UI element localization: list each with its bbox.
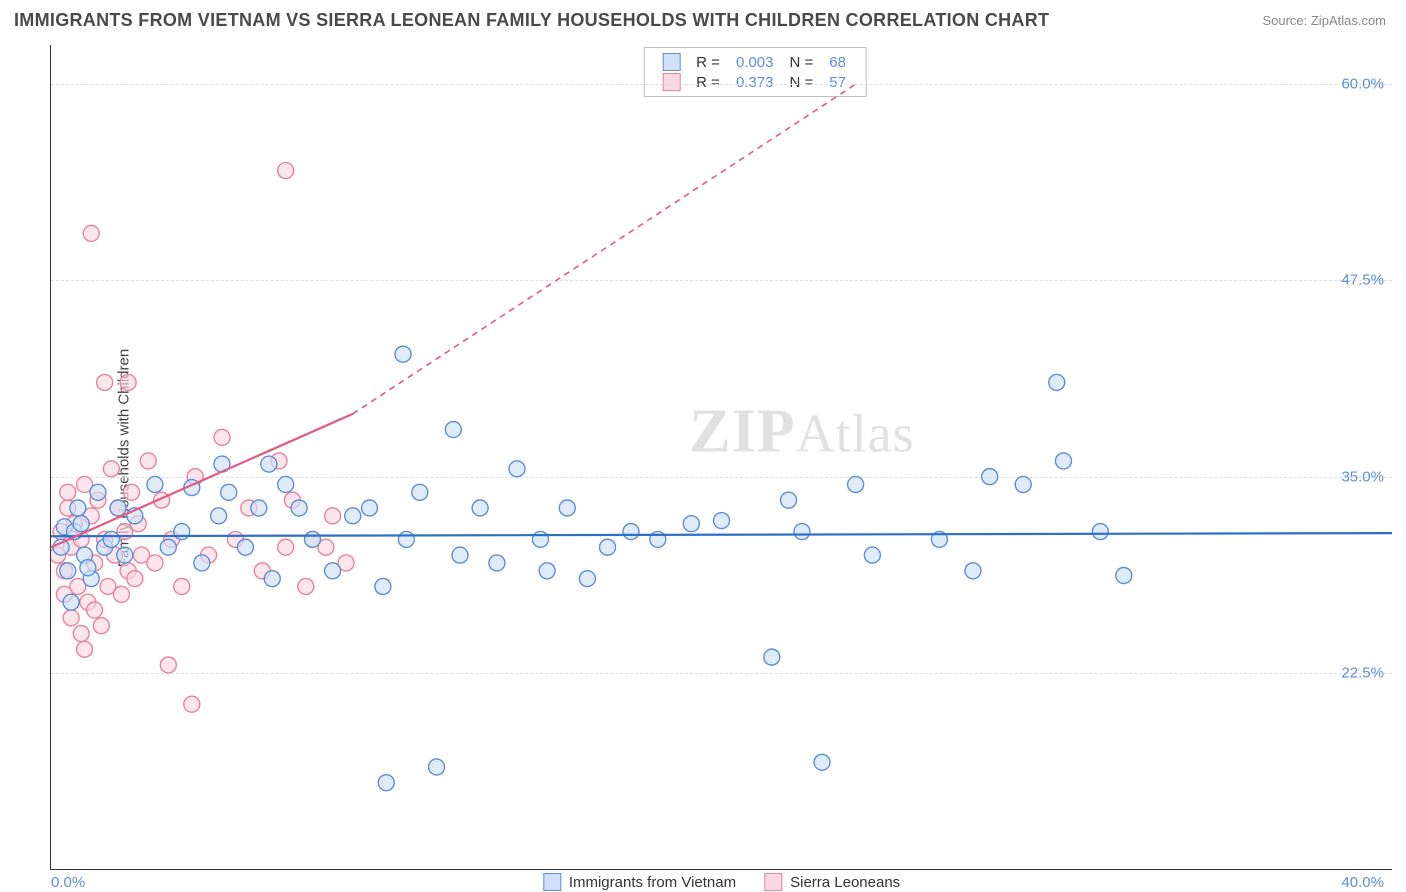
legend-item-blue: Immigrants from Vietnam [543,873,736,891]
data-point [429,759,445,775]
data-point [412,484,428,500]
data-point [445,422,461,438]
trend-line [51,414,353,547]
data-point [211,508,227,524]
legend-label-blue: Immigrants from Vietnam [569,874,736,891]
data-point [559,500,575,516]
data-point [127,571,143,587]
data-point [1055,453,1071,469]
data-point [452,547,468,563]
data-point [147,476,163,492]
data-point [278,163,294,179]
swatch-pink-icon [764,873,782,891]
data-point [361,500,377,516]
data-point [117,547,133,563]
chart-source: Source: ZipAtlas.com [1262,13,1386,28]
data-point [278,539,294,555]
data-point [87,602,103,618]
chart-header: IMMIGRANTS FROM VIETNAM VS SIERRA LEONEA… [0,0,1406,37]
data-point [140,453,156,469]
data-point [532,531,548,547]
data-point [160,539,176,555]
legend-series: Immigrants from Vietnam Sierra Leoneans [543,873,900,891]
trend-line-ext [353,84,856,414]
data-point [261,456,277,472]
data-point [120,374,136,390]
data-point [184,696,200,712]
data-point [345,508,361,524]
data-point [264,571,280,587]
data-point [70,500,86,516]
legend-item-pink: Sierra Leoneans [764,873,900,891]
data-point [80,560,96,576]
data-point [93,618,109,634]
data-point [73,626,89,642]
data-point [147,555,163,571]
chart-area: Family Households with Children ZIPAtlas… [50,45,1392,870]
data-point [325,508,341,524]
data-point [395,346,411,362]
data-point [781,492,797,508]
legend-label-pink: Sierra Leoneans [790,874,900,891]
data-point [97,374,113,390]
data-point [214,429,230,445]
x-tick-min: 0.0% [51,874,85,891]
data-point [398,531,414,547]
data-point [472,500,488,516]
data-point [982,469,998,485]
data-point [103,461,119,477]
data-point [489,555,505,571]
data-point [814,754,830,770]
data-point [509,461,525,477]
data-point [251,500,267,516]
data-point [174,578,190,594]
data-point [794,524,810,540]
data-point [291,500,307,516]
chart-title: IMMIGRANTS FROM VIETNAM VS SIERRA LEONEA… [14,10,1049,31]
data-point [965,563,981,579]
data-point [237,539,253,555]
data-point [103,531,119,547]
data-point [375,578,391,594]
data-point [160,657,176,673]
data-point [304,531,320,547]
data-point [278,476,294,492]
data-point [579,571,595,587]
plot-area: ZIPAtlas R = 0.003 N = 68 R = 0.373 N = … [50,45,1392,870]
data-point [113,586,129,602]
data-point [73,516,89,532]
data-point [221,484,237,500]
data-point [683,516,699,532]
data-point [714,513,730,529]
data-point [123,484,139,500]
data-point [194,555,210,571]
data-point [539,563,555,579]
data-point [60,484,76,500]
swatch-blue-icon [543,873,561,891]
data-point [864,547,880,563]
data-point [1116,567,1132,583]
data-point [1049,374,1065,390]
data-point [63,610,79,626]
data-point [1015,476,1031,492]
trend-line [51,533,1392,536]
data-point [90,484,106,500]
x-tick-max: 40.0% [1341,874,1384,891]
data-point [298,578,314,594]
data-point [600,539,616,555]
data-point [174,524,190,540]
data-point [110,500,126,516]
data-point [325,563,341,579]
data-point [1092,524,1108,540]
data-point [623,524,639,540]
data-point [63,594,79,610]
data-point [77,641,93,657]
data-point [764,649,780,665]
data-point [848,476,864,492]
data-point [60,563,76,579]
data-point [378,775,394,791]
data-point [83,225,99,241]
